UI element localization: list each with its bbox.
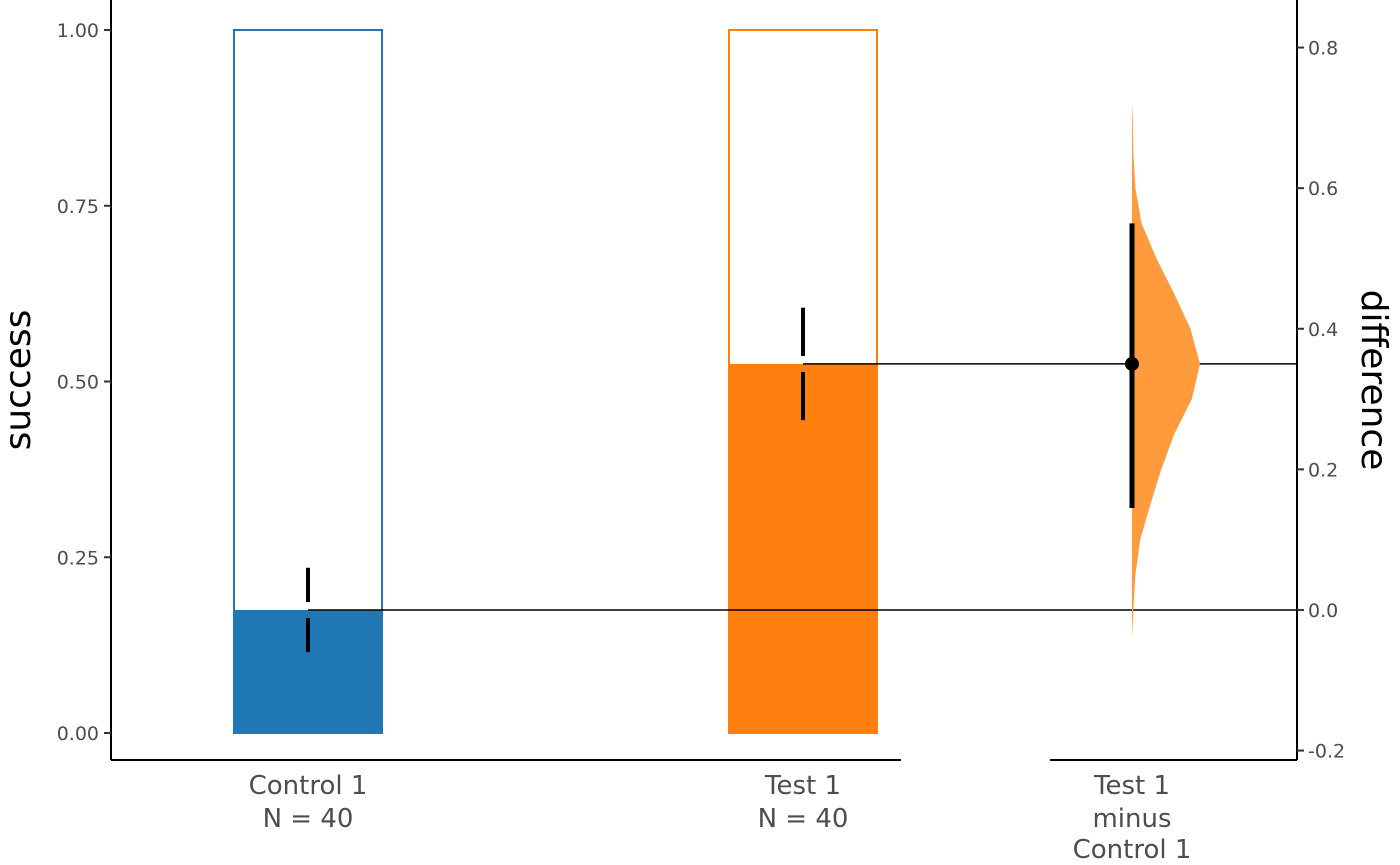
right-tick-label: 0.2	[1308, 459, 1338, 481]
left-tick-label: 0.00	[57, 723, 99, 745]
right-y-axis: -0.2 0.0 0.2 0.4 0.6 0.8 difference	[1296, 0, 1394, 763]
bar-group	[233, 29, 878, 734]
category-label-control-name: Control 1	[249, 771, 368, 801]
effect-label-line-1: Test 1	[1093, 771, 1170, 801]
left-y-axis: 0.00 0.25 0.50 0.75 1.00 success	[0, 0, 112, 760]
left-tick-label: 0.75	[57, 196, 99, 218]
bar-fill-test	[729, 363, 877, 733]
left-y-axis-title: success	[0, 310, 39, 451]
effect-label-line-2: minus	[1092, 804, 1171, 834]
left-tick-label: 0.50	[57, 372, 99, 394]
left-tick-label: 1.00	[57, 20, 99, 42]
left-tick-label: 0.25	[57, 547, 99, 569]
category-label-test-n: N = 40	[758, 804, 849, 834]
effect-size-distribution	[1132, 103, 1200, 639]
right-y-axis-title: difference	[1353, 290, 1394, 471]
right-tick-label: -0.2	[1308, 741, 1345, 763]
right-tick-label: 0.4	[1308, 319, 1338, 341]
right-tick-label: 0.0	[1308, 600, 1338, 622]
category-label-control-n: N = 40	[263, 804, 354, 834]
effect-size-mean-dot	[1125, 356, 1139, 371]
right-tick-label: 0.6	[1308, 178, 1338, 200]
effect-label-line-3: Control 1	[1073, 835, 1192, 865]
category-label-test-name: Test 1	[764, 771, 841, 801]
right-tick-label: 0.8	[1308, 38, 1338, 60]
